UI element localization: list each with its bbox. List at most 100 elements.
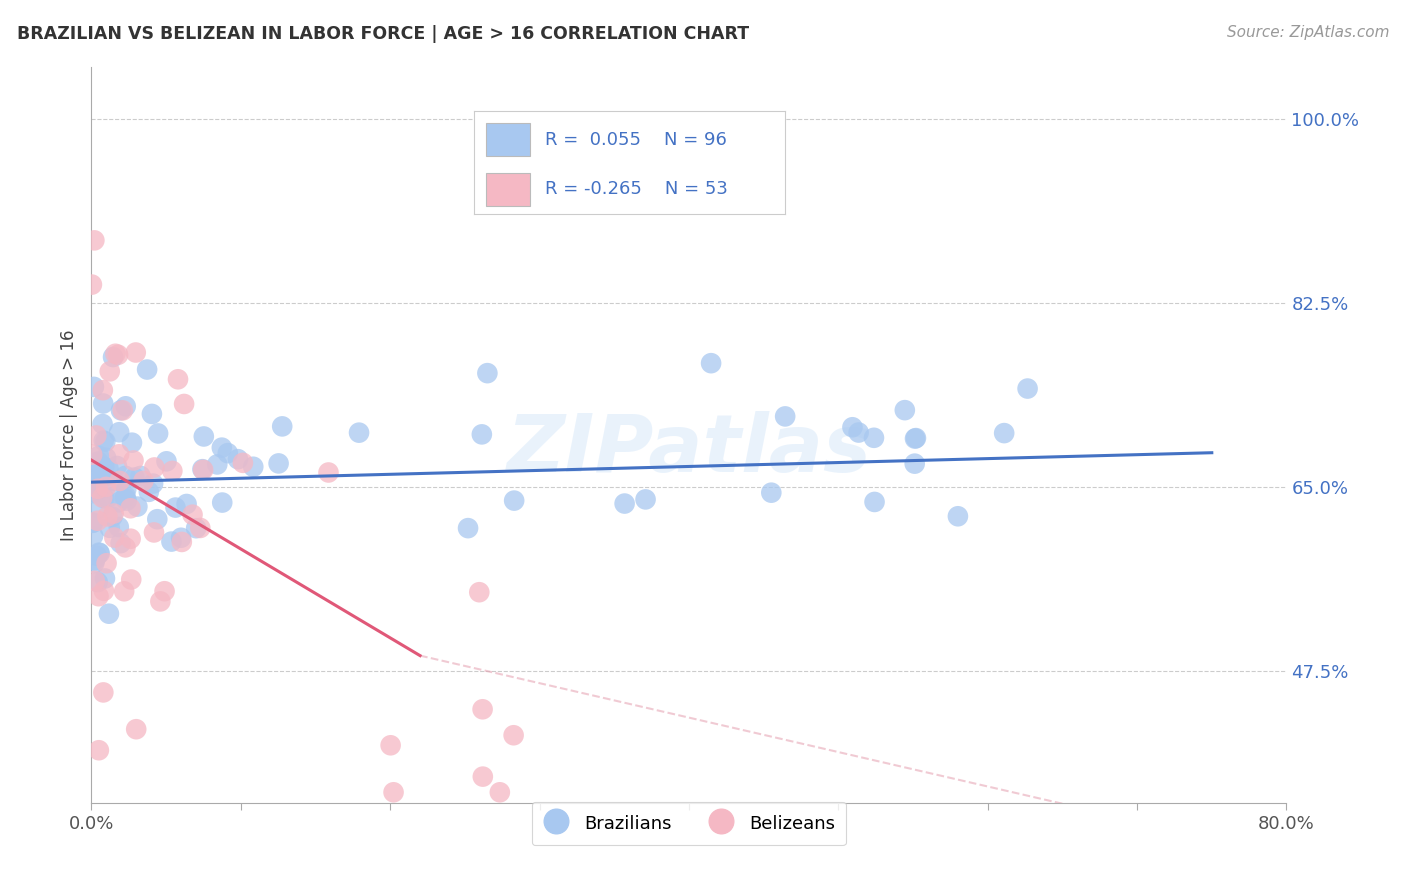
Point bbox=[83, 486, 105, 500]
Point bbox=[894, 403, 917, 417]
Point bbox=[155, 454, 177, 468]
Point bbox=[347, 425, 370, 440]
Point bbox=[613, 497, 636, 511]
Point bbox=[142, 476, 165, 491]
Point bbox=[104, 347, 127, 361]
Point bbox=[91, 396, 114, 410]
Point bbox=[165, 500, 187, 515]
Point bbox=[89, 546, 111, 560]
Point bbox=[87, 589, 110, 603]
Point bbox=[97, 461, 120, 475]
Point bbox=[242, 459, 264, 474]
Point bbox=[93, 583, 115, 598]
Point bbox=[121, 435, 143, 450]
Text: ZIPatlas: ZIPatlas bbox=[506, 410, 872, 489]
Point bbox=[125, 345, 148, 359]
Point bbox=[127, 500, 149, 514]
Point bbox=[103, 531, 125, 545]
Point bbox=[143, 460, 166, 475]
Point bbox=[97, 607, 120, 621]
Point bbox=[211, 441, 233, 455]
Point bbox=[863, 495, 886, 509]
Point bbox=[91, 491, 114, 505]
Point bbox=[87, 743, 110, 757]
Point bbox=[114, 541, 136, 555]
Point bbox=[86, 463, 108, 477]
Point bbox=[107, 520, 129, 534]
Point bbox=[103, 474, 125, 488]
Point bbox=[125, 723, 148, 737]
Point bbox=[103, 507, 125, 521]
Point bbox=[94, 480, 117, 494]
Point bbox=[1017, 382, 1039, 396]
Point bbox=[93, 685, 115, 699]
Point bbox=[107, 495, 129, 509]
Point bbox=[153, 584, 176, 599]
Point bbox=[271, 419, 294, 434]
Point bbox=[848, 425, 870, 440]
Point bbox=[122, 453, 145, 467]
Point bbox=[380, 739, 402, 753]
Point bbox=[84, 484, 107, 499]
Point bbox=[993, 426, 1015, 441]
Point bbox=[700, 356, 723, 370]
Point bbox=[193, 429, 215, 443]
Point bbox=[87, 449, 110, 463]
Point bbox=[318, 466, 340, 480]
Point bbox=[146, 426, 169, 441]
Point bbox=[186, 521, 208, 535]
Point bbox=[80, 277, 103, 292]
Point bbox=[471, 702, 494, 716]
Point bbox=[173, 397, 195, 411]
Point bbox=[94, 450, 117, 465]
Point bbox=[96, 556, 118, 570]
Y-axis label: In Labor Force | Age > 16: In Labor Force | Age > 16 bbox=[59, 329, 77, 541]
Point bbox=[141, 407, 163, 421]
Point bbox=[82, 516, 104, 530]
Point bbox=[634, 492, 657, 507]
Point bbox=[115, 493, 138, 508]
Point bbox=[170, 531, 193, 545]
Point bbox=[83, 553, 105, 567]
Point bbox=[94, 434, 117, 449]
Point bbox=[761, 485, 783, 500]
Point bbox=[108, 447, 131, 461]
Point bbox=[115, 482, 138, 496]
Point bbox=[226, 452, 249, 467]
Point bbox=[86, 514, 108, 528]
Point bbox=[105, 458, 128, 473]
Point bbox=[93, 434, 115, 448]
Point bbox=[87, 470, 110, 484]
Point bbox=[101, 350, 124, 364]
Point bbox=[93, 491, 115, 506]
Point bbox=[87, 482, 110, 496]
Point bbox=[94, 572, 117, 586]
Point bbox=[176, 497, 198, 511]
Point bbox=[89, 471, 111, 485]
Point bbox=[101, 509, 124, 524]
Point bbox=[232, 456, 254, 470]
Point bbox=[138, 484, 160, 499]
Point bbox=[167, 372, 190, 386]
Point bbox=[382, 785, 405, 799]
Point bbox=[87, 575, 110, 590]
Point bbox=[112, 584, 135, 599]
Point bbox=[89, 458, 111, 473]
Point bbox=[111, 403, 134, 417]
Legend: Brazilians, Belizeans: Brazilians, Belizeans bbox=[531, 802, 846, 846]
Point bbox=[91, 383, 114, 397]
Point bbox=[98, 521, 121, 535]
Point bbox=[904, 457, 927, 471]
Point bbox=[149, 594, 172, 608]
Point bbox=[87, 546, 110, 560]
Point bbox=[107, 348, 129, 362]
Point bbox=[471, 770, 494, 784]
Point bbox=[120, 501, 142, 516]
Point bbox=[97, 491, 120, 505]
Point bbox=[863, 431, 886, 445]
Point bbox=[904, 431, 927, 445]
Point bbox=[129, 469, 152, 483]
Point bbox=[217, 446, 239, 460]
Point bbox=[83, 556, 105, 570]
Point bbox=[83, 380, 105, 394]
